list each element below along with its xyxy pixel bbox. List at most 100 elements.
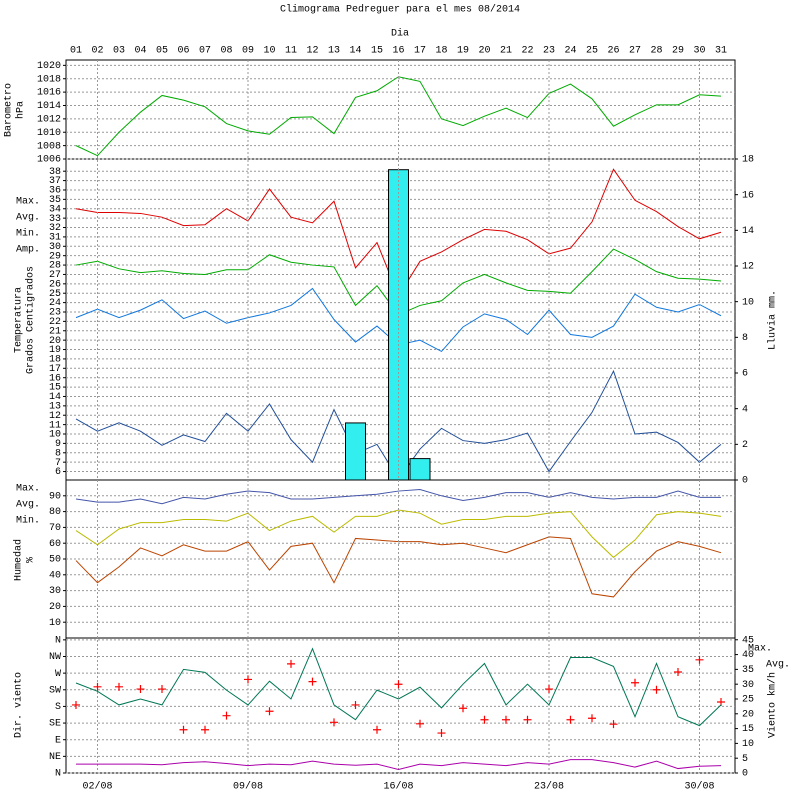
legend-label: Max. [16,197,40,208]
x-tick-label: 28 [650,46,662,57]
y-tick-label: SW [49,685,61,696]
y2-tick-label: 16 [742,190,754,201]
y-tick-label: 26 [49,279,61,290]
y-tick-label: 21 [49,326,61,337]
y-tick-label: W [55,669,61,680]
y-tick-label: N [55,769,61,780]
y-tick-label: 7 [55,458,61,469]
x-tick-label: 30 [693,46,705,57]
series-line [75,509,722,559]
y2-tick-label: 0 [742,769,748,780]
wind-direction-point [287,659,295,668]
chart-title: Climograma Pedreguer para el mes 08/2014 [280,4,520,16]
x-tick-label: 11 [285,46,297,57]
x-tick-label: 07 [199,46,211,57]
wind-direction-point [717,697,725,706]
y-tick-label: 29 [49,251,61,262]
y-tick-label: NE [49,752,61,763]
y-tick-label: 1020 [37,61,61,72]
y-axis-title: Barometro [4,83,15,137]
y-tick-label: 80 [49,507,61,518]
y-tick-label: 33 [49,214,61,225]
y-tick-label: 70 [49,523,61,534]
y-tick-label: 25 [49,289,61,300]
x-tick-label: 13 [328,46,340,57]
x-tick-label: 22 [521,46,533,57]
y-tick-label: 38 [49,167,61,178]
y-tick-label: 1010 [37,128,61,139]
x-tick-label: 30/08 [684,781,714,793]
rain-bar [345,422,366,481]
x-tick-label: 31 [715,46,727,57]
x-tick-label: 09/08 [233,781,263,793]
y-axis-title: % [26,557,37,563]
y2-tick-label: 5 [742,754,748,765]
x-tick-label: 09 [242,46,254,57]
x-tick-label: 17 [414,46,426,57]
y2-tick-label: 14 [742,226,754,237]
x-tick-label: 26 [607,46,619,57]
y-tick-label: E [55,735,61,746]
y-tick-label: 37 [49,176,61,187]
series-line [75,488,721,505]
y2-tick-label: 10 [742,739,754,750]
y2-tick-label: 0 [742,476,748,487]
wind-direction-point [265,707,274,716]
wind-direction-point [351,700,360,709]
y-tick-label: 9 [55,439,61,450]
plot-frame [65,59,736,774]
y-tick-label: 31 [49,233,61,244]
wind-direction-point [179,725,188,734]
y-tick-label: 20 [49,336,61,347]
y2-tick-label: 45 [742,635,754,646]
y2-tick-label: 30 [742,680,754,691]
x-tick-label: 16/08 [383,781,413,793]
wind-direction-point [373,725,381,734]
y-tick-label: 32 [49,223,61,234]
y2-tick-label: 20 [742,709,754,720]
wind-direction-point [545,685,553,694]
y2-tick-label: 4 [742,404,748,415]
wind-direction-point [459,704,467,713]
x-tick-label: 25 [586,46,598,57]
y-tick-label: 28 [49,261,61,272]
y-tick-label: 18 [49,355,61,366]
y-tick-label: 1016 [37,88,61,99]
y2-tick-label: 12 [742,262,754,273]
legend-label: Amp. [16,245,40,256]
y-tick-label: 10 [49,430,61,441]
y-tick-label: 22 [49,317,61,328]
wind-direction-point [674,668,682,677]
wind-direction-point [308,677,317,686]
x-tick-label: 05 [156,46,168,57]
y-tick-label: 17 [49,364,61,375]
x-tick-label: 15 [371,46,383,57]
y-tick-label: NW [49,652,61,663]
y2-tick-label: 6 [742,369,748,380]
y-tick-label: 19 [49,345,61,356]
y-tick-label: S [55,702,61,713]
y-tick-label: 30 [49,242,61,253]
wind-direction-point [158,685,166,694]
y-tick-label: 1012 [37,115,61,126]
y-axis-title: Grados Centigrados [25,266,37,374]
y2-axis-title: Viento km/h [767,672,779,738]
y2-tick-label: 10 [742,297,754,308]
y2-axis-title: Lluvia mm. [767,290,779,350]
x-tick-label: 27 [629,46,641,57]
y-tick-label: 40 [49,570,61,581]
legend-label: Max. [16,484,40,495]
y-tick-label: 1014 [37,101,61,112]
series-line [76,759,722,770]
series-line [75,647,722,727]
x-tick-label: 08 [220,46,232,57]
y-axis-title: Temperatura [14,287,25,353]
y-tick-label: 90 [49,491,61,502]
wind-direction-point [244,675,252,684]
x-tick-label: 23 [543,46,555,57]
x-tick-label: 20 [478,46,490,57]
y2-tick-label: 18 [742,155,754,166]
legend-label: Avg. [766,660,790,671]
wind-direction-point [72,700,80,709]
